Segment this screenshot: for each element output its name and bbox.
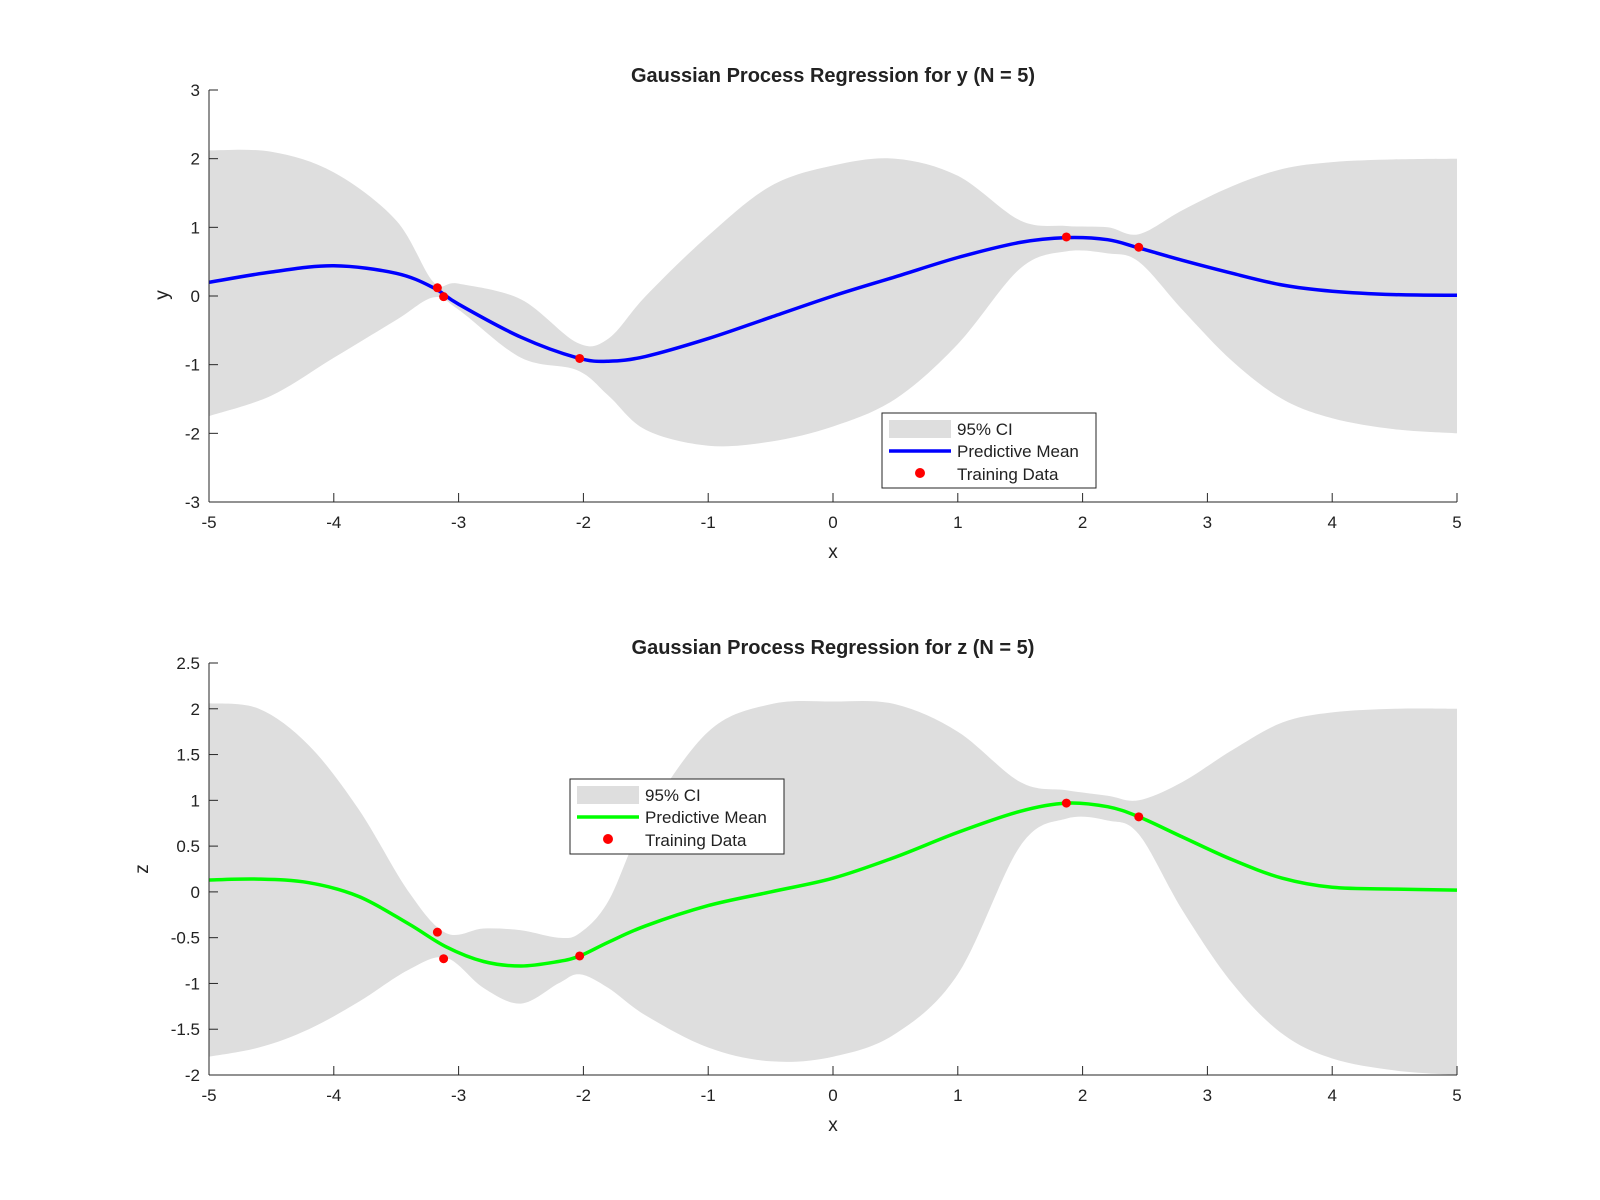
x-tick-label: 4 (1327, 513, 1336, 532)
legend-y: 95% CI Predictive Mean Training Data (881, 412, 1097, 489)
y-tick-label: -1.5 (171, 1020, 200, 1039)
x-tick-label: -4 (326, 513, 341, 532)
training-points-z (432, 798, 1144, 964)
ci-band-z (209, 700, 1457, 1075)
training-point (1061, 798, 1071, 808)
x-tick-label: 2 (1078, 1086, 1087, 1105)
ci-band-y (209, 149, 1457, 447)
legend-swatch-points (915, 468, 925, 478)
x-tick-label: 5 (1452, 1086, 1461, 1105)
x-tick-label: -5 (201, 513, 216, 532)
legend-z: 95% CI Predictive Mean Training Data (569, 778, 785, 855)
x-tick-label: 3 (1203, 1086, 1212, 1105)
x-tick-label: 3 (1203, 513, 1212, 532)
legend-swatch-ci (577, 786, 639, 804)
y-tick-label: -1 (185, 974, 200, 993)
y-tick-label: 2 (191, 700, 200, 719)
training-point (1134, 812, 1144, 822)
training-point (1061, 232, 1071, 242)
legend-label-mean: Predictive Mean (957, 442, 1079, 461)
axes-y (208, 89, 1458, 503)
y-tick-label: 1 (191, 791, 200, 810)
x-tick-label: 1 (953, 513, 962, 532)
y-tick-label: 0.5 (176, 837, 200, 856)
ci-band-area (209, 700, 1457, 1075)
y-tick-label: 0 (191, 287, 200, 306)
x-tick-label: -5 (201, 1086, 216, 1105)
legend-label-points: Training Data (645, 831, 747, 850)
legend-label-mean: Predictive Mean (645, 808, 767, 827)
y-axis-label-y: y (152, 290, 173, 300)
chart-title-y: Gaussian Process Regression for y (N = 5… (631, 65, 1035, 87)
x-tick-label: 0 (828, 513, 837, 532)
ci-band-area (209, 149, 1457, 447)
legend-label-ci: 95% CI (645, 786, 701, 805)
y-tick-label: 2 (191, 150, 200, 169)
x-tick-label: -3 (451, 1086, 466, 1105)
x-tick-label: -2 (576, 513, 591, 532)
training-point (432, 927, 442, 937)
predictive-mean-line (208, 801, 1458, 968)
y-ticks-y: -3 -2 -1 0 1 2 3 (185, 81, 200, 512)
legend-swatch-points (603, 834, 613, 844)
x-tick-label: 1 (953, 1086, 962, 1105)
x-axis-label-y: x (828, 542, 838, 563)
y-tick-label: -2 (185, 424, 200, 443)
y-tick-label: 1 (191, 218, 200, 237)
training-point (575, 353, 585, 363)
y-tick-label: -1 (185, 356, 200, 375)
legend-label-points: Training Data (957, 465, 1059, 484)
y-tick-label: -0.5 (171, 929, 200, 948)
axes-z (208, 662, 1458, 1076)
y-tick-label: -3 (185, 493, 200, 512)
x-tick-label: 4 (1327, 1086, 1336, 1105)
x-tick-label: 5 (1452, 513, 1461, 532)
x-tick-label: -4 (326, 1086, 341, 1105)
y-tick-label: 3 (191, 81, 200, 100)
mean-line-z (208, 801, 1458, 968)
subplot-y: Gaussian Process Regression for y (N = 5… (152, 65, 1462, 563)
x-tick-label: -1 (701, 513, 716, 532)
legend-label-ci: 95% CI (957, 420, 1013, 439)
x-ticks-z: -5 -4 -3 -2 -1 0 1 2 3 4 5 (201, 1086, 1461, 1105)
chart-title-z: Gaussian Process Regression for z (N = 5… (632, 637, 1035, 659)
x-ticks-y: -5 -4 -3 -2 -1 0 1 2 3 4 5 (201, 513, 1461, 532)
x-tick-label: 0 (828, 1086, 837, 1105)
y-tick-label: 2.5 (176, 654, 200, 673)
y-axis-label-z: z (132, 864, 153, 874)
y-ticks-z: -2 -1.5 -1 -0.5 0 0.5 1 1.5 2 2.5 (171, 654, 200, 1085)
training-point (1134, 242, 1144, 252)
training-points-y (432, 232, 1144, 363)
training-point (439, 292, 449, 302)
y-tick-label: 0 (191, 883, 200, 902)
x-axis-label-z: x (828, 1115, 838, 1136)
training-point (439, 954, 449, 964)
x-tick-label: -2 (576, 1086, 591, 1105)
subplot-z: Gaussian Process Regression for z (N = 5… (132, 637, 1462, 1136)
legend-swatch-ci (889, 420, 951, 438)
training-point (432, 283, 442, 293)
x-tick-label: -1 (701, 1086, 716, 1105)
x-tick-label: 2 (1078, 513, 1087, 532)
x-tick-label: -3 (451, 513, 466, 532)
training-point (575, 951, 585, 961)
y-tick-label: 1.5 (176, 746, 200, 765)
y-tick-label: -2 (185, 1066, 200, 1085)
